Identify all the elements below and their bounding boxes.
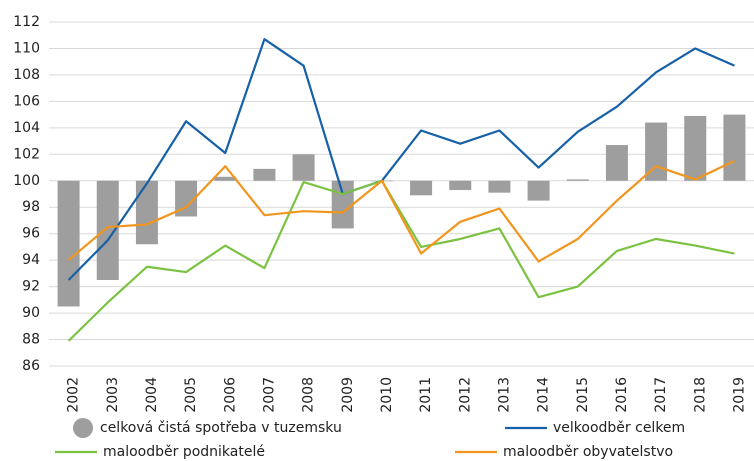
y-tick-label: 94: [22, 252, 40, 268]
bar: [410, 180, 433, 196]
x-tick-label: 2014: [536, 377, 552, 413]
x-tick-label: 2009: [340, 377, 356, 413]
x-tick-label: 2016: [614, 377, 630, 413]
y-tick-label: 100: [13, 173, 40, 189]
bar: [605, 145, 628, 181]
x-tick-label: 2002: [66, 377, 82, 413]
x-tick-label: 2018: [692, 377, 708, 413]
x-tick-label: 2013: [496, 377, 512, 413]
y-tick-label: 88: [22, 332, 40, 348]
bar: [488, 180, 511, 193]
y-tick-label: 90: [22, 305, 40, 321]
y-tick-label: 108: [13, 67, 40, 83]
bar: [645, 122, 668, 181]
line-series: [67, 159, 735, 263]
x-tick-label: 2006: [222, 377, 238, 413]
bar: [292, 154, 315, 181]
y-tick-label: 110: [13, 40, 40, 56]
y-tick-label: 96: [22, 226, 40, 242]
y-tick-label: 106: [13, 93, 40, 109]
y-tick-label: 104: [13, 120, 40, 136]
bar: [135, 180, 158, 245]
x-tick-label: 2012: [457, 377, 473, 413]
bar: [331, 180, 354, 229]
legend-label: celková čistá spotřeba v tuzemsku: [100, 420, 342, 436]
bar: [723, 114, 746, 181]
legend-label: maloodběr podnikatelé: [103, 444, 265, 460]
x-tick-label: 2015: [575, 377, 591, 413]
bar: [527, 180, 550, 201]
x-tick-label: 2004: [144, 377, 160, 413]
y-tick-label: 92: [22, 279, 40, 295]
legend-label: velkoodběr celkem: [553, 420, 685, 436]
y-tick-label: 112: [13, 14, 40, 30]
y-tick-label: 102: [13, 146, 40, 162]
y-tick-label: 98: [22, 199, 40, 215]
x-tick-label: 2005: [183, 377, 199, 413]
bar: [253, 168, 276, 181]
y-tick-label: 86: [22, 358, 40, 374]
bar: [214, 176, 237, 181]
legend-marker: [73, 418, 93, 438]
bar: [57, 180, 80, 307]
x-tick-label: 2008: [301, 377, 317, 413]
x-tick-label: 2007: [261, 377, 277, 413]
legend-label: maloodběr obyvatelstvo: [503, 444, 673, 460]
x-tick-label: 2011: [418, 377, 434, 413]
line-series: [67, 38, 735, 281]
line-series: [67, 179, 735, 342]
x-tick-label: 2019: [731, 377, 747, 413]
bar: [566, 179, 589, 181]
bar: [684, 115, 707, 181]
bar: [96, 180, 119, 280]
x-tick-label: 2017: [653, 377, 669, 413]
x-tick-label: 2010: [379, 377, 395, 413]
bar: [175, 180, 198, 217]
bar: [449, 180, 472, 191]
x-tick-label: 2003: [105, 377, 121, 413]
